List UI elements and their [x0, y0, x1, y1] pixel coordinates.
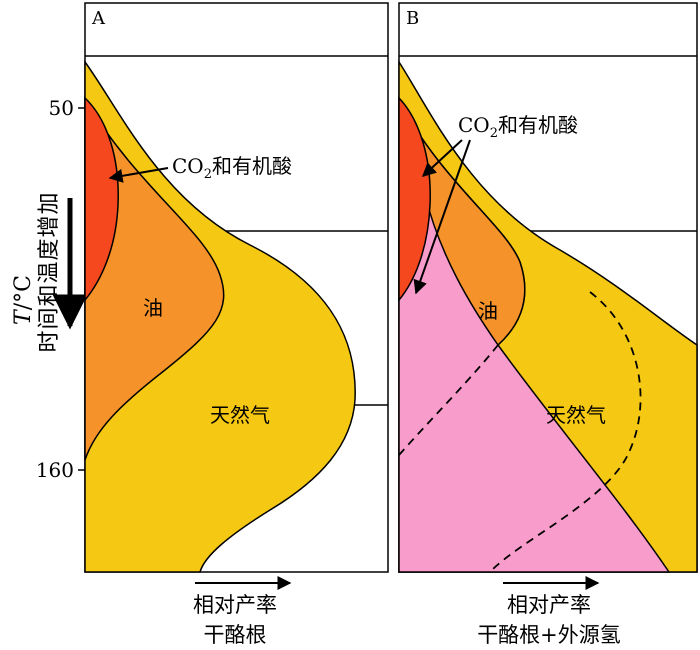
- panel-b-acids-label: CO2和有机酸: [458, 113, 578, 141]
- panel-a-acids-label: CO2和有机酸: [172, 154, 292, 182]
- panel-b-gas-label: 天然气: [546, 403, 606, 427]
- panel-b-acids-region: [398, 96, 431, 303]
- svg-text:T/°C: T/°C: [11, 275, 36, 325]
- panel-a-label: A: [91, 8, 106, 29]
- y-tick-label-50: 50: [49, 96, 74, 120]
- panel-a-acids-region: [84, 96, 119, 303]
- y-axis-title: T/°C: [11, 275, 36, 325]
- y-axis-symbol: T: [11, 308, 36, 325]
- panel-b-dashed-oil-boundary: [398, 344, 499, 456]
- panel-b-xlabel-2: 干酪根+外源氢: [477, 623, 621, 647]
- panel-a: A CO2和有机酸 油 天然气 相对产率 干酪根: [84, 2, 389, 647]
- y-axis: 50 160 T/°C 时间和温度增加: [11, 96, 88, 482]
- panel-b-dashed-gas-boundary: [489, 291, 642, 573]
- panel-a-acids-arrow: [108, 167, 169, 183]
- y-tick-label-160: 160: [36, 458, 74, 482]
- panel-a-gas-label: 天然气: [210, 403, 270, 427]
- panel-b-acids-arrow-lower: [413, 139, 471, 295]
- panel-a-oil-label: 油: [143, 296, 163, 320]
- panel-b-acids-arrow-upper: [421, 139, 463, 177]
- panel-b-xlabel-1: 相对产率: [507, 593, 591, 617]
- panel-a-oil-region: [84, 97, 225, 461]
- panel-b: B CO2和有机酸 油 天然气 相对产率 干酪根+外源氢: [398, 2, 698, 647]
- svg-text:时间和温度增加: 时间和温度增加: [37, 191, 62, 352]
- panel-b-label: B: [406, 8, 419, 29]
- panel-a-xlabel-2: 干酪根: [204, 623, 267, 647]
- y-axis-caption: 时间和温度增加: [37, 191, 62, 352]
- panel-b-oil-label: 油: [478, 299, 498, 323]
- panel-a-xlabel-1: 相对产率: [193, 593, 277, 617]
- y-axis-unit: /°C: [11, 275, 36, 310]
